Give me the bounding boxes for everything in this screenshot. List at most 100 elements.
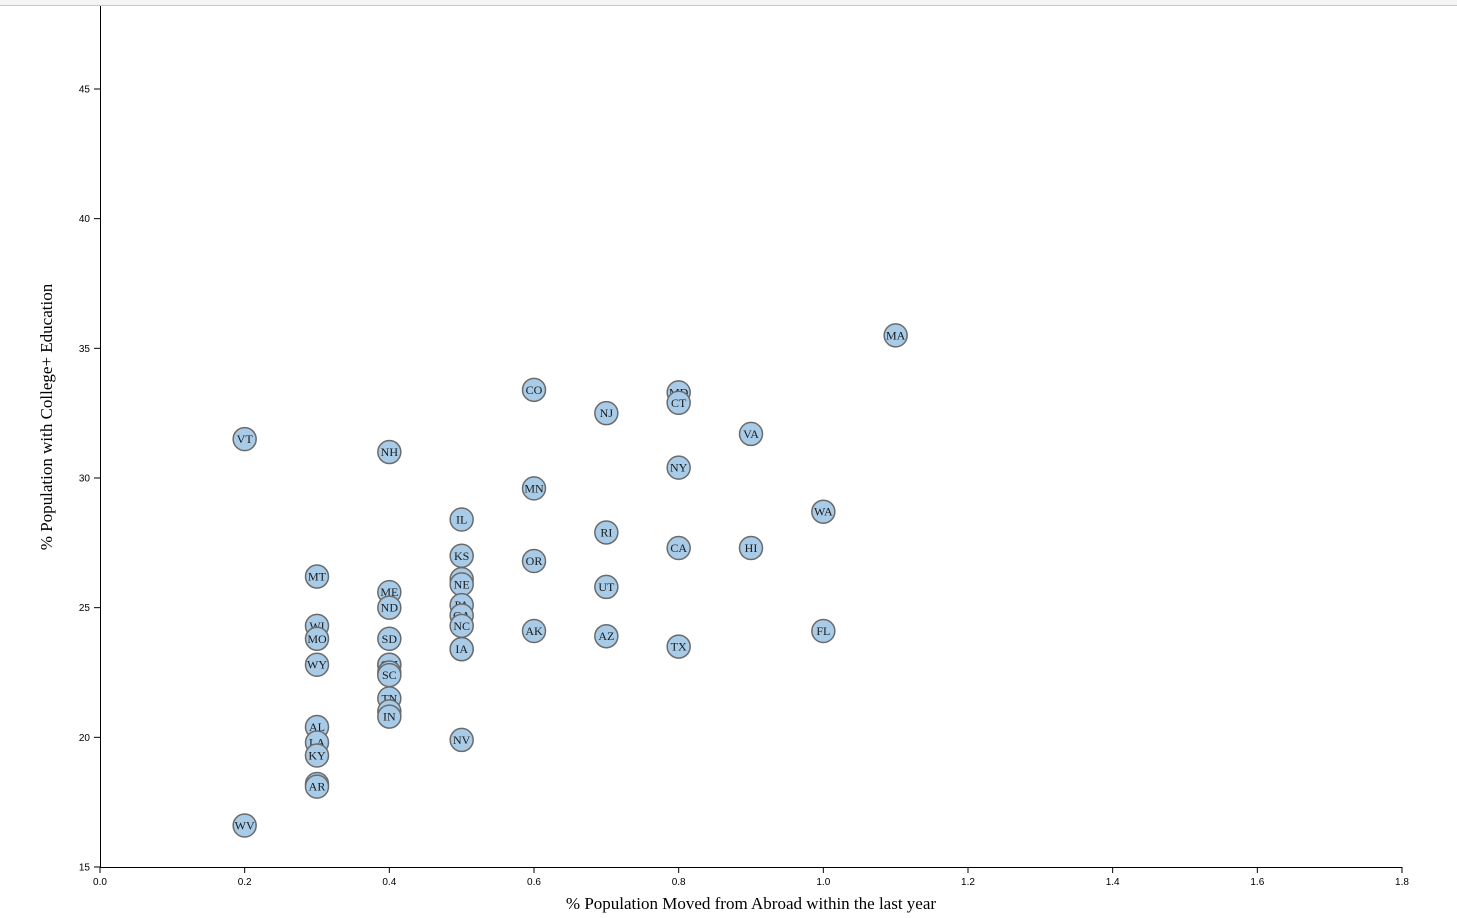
data-point-ma: MA — [883, 323, 908, 348]
data-point-hi: HI — [738, 535, 764, 561]
y-tick-label: 40 — [79, 214, 91, 225]
data-point-marker — [666, 634, 691, 659]
y-tick-label: 20 — [79, 733, 91, 744]
data-point-marker — [738, 421, 764, 447]
data-point-marker — [594, 623, 619, 649]
data-point-sd: SD — [377, 626, 402, 652]
y-tick-label: 25 — [79, 603, 91, 614]
x-tick-label: 1.8 — [1395, 877, 1409, 888]
data-point-label: HI — [745, 541, 758, 555]
data-point-label: SC — [382, 668, 397, 682]
data-point-marker — [811, 618, 836, 644]
data-point-label: SD — [382, 632, 398, 646]
x-tick-label: 0.6 — [527, 877, 541, 888]
data-point-label: ME — [380, 585, 398, 599]
x-tick-label: 1.0 — [816, 877, 830, 888]
x-axis: 0.0 0.2 0.4 0.6 0.8 1.0 1.2 1.4 1.6 1.8 — [93, 867, 1409, 888]
data-point-marker — [594, 520, 619, 545]
data-point-label: AK — [525, 624, 543, 638]
data-point-label: ND — [381, 601, 399, 615]
data-point-ca: CA — [666, 535, 691, 561]
data-point-label: KY — [308, 748, 326, 762]
data-point-label: CO — [526, 383, 543, 397]
data-point-label: KS — [454, 549, 469, 563]
data-point-marker — [521, 618, 547, 644]
data-point-tx: TX — [666, 634, 691, 659]
data-point-mt: MT — [304, 564, 330, 589]
data-point-marker — [521, 548, 547, 574]
data-point-or: OR — [521, 548, 547, 574]
data-point-ct: CT — [666, 390, 691, 416]
data-point-wa: WA — [811, 499, 836, 524]
data-point-marker — [594, 400, 619, 426]
data-point-marker — [377, 595, 402, 620]
data-point-ut: UT — [594, 574, 619, 600]
data-point-label: UT — [598, 580, 615, 594]
data-point-label: AZ — [598, 629, 614, 643]
x-axis-title: % Population Moved from Abroad within th… — [566, 894, 936, 913]
data-point-label: CT — [671, 396, 687, 410]
data-point-label: MN — [524, 481, 544, 495]
data-point-label: IN — [383, 710, 396, 724]
data-point-ia: IA — [449, 636, 474, 662]
data-point-marker — [377, 704, 402, 729]
data-point-co: CO — [521, 377, 547, 403]
x-tick-label: 0.2 — [238, 877, 252, 888]
x-tick-label: 1.2 — [961, 877, 975, 888]
data-point-sc: SC — [377, 662, 402, 688]
data-point-va: VA — [738, 421, 764, 447]
data-point-label: IL — [456, 512, 467, 526]
data-point-label: VT — [237, 432, 254, 446]
data-point-nv: NV — [449, 727, 474, 753]
data-point-label: AR — [309, 780, 326, 794]
data-point-marker — [377, 626, 402, 652]
data-point-marker — [666, 390, 691, 416]
data-point-marker — [666, 535, 691, 561]
x-tick-label: 0.0 — [93, 877, 107, 888]
x-tick-label: 1.4 — [1106, 877, 1120, 888]
data-point-marker — [883, 323, 908, 348]
data-point-nc: NC — [449, 613, 474, 639]
data-point-marker — [304, 743, 330, 768]
x-tick-label: 0.4 — [382, 877, 396, 888]
y-axis: 15 20 25 30 35 40 45 — [79, 6, 101, 874]
data-point-label: CA — [670, 541, 687, 555]
data-point-label: MT — [308, 570, 327, 584]
data-point-label: NE — [454, 577, 470, 591]
data-point-vt: VT — [232, 426, 257, 452]
data-point-marker — [521, 377, 547, 403]
y-tick-label: 15 — [79, 863, 91, 874]
data-point-label: TX — [671, 640, 687, 654]
data-point-marker — [232, 426, 257, 452]
data-point-label: WA — [814, 505, 833, 519]
data-point-marker — [449, 507, 474, 532]
data-point-marker — [304, 564, 330, 589]
data-point-label: RI — [600, 525, 612, 539]
data-point-il: IL — [449, 507, 474, 532]
data-point-mn: MN — [521, 476, 547, 501]
data-point-ri: RI — [594, 520, 619, 545]
data-point-marker — [232, 813, 257, 838]
data-point-label: MA — [886, 328, 906, 342]
data-point-in: IN — [377, 704, 402, 729]
data-point-marker — [449, 636, 474, 662]
data-point-marker — [521, 476, 547, 501]
data-point-label: NV — [453, 733, 471, 747]
data-point-nh: NH — [377, 439, 402, 465]
data-point-nd: ND — [377, 595, 402, 620]
data-point-label: MO — [307, 632, 327, 646]
data-point-marker — [811, 499, 836, 524]
data-point-label: WY — [307, 658, 327, 672]
data-point-marker — [594, 574, 619, 600]
data-point-ne: NE — [449, 572, 474, 597]
data-point-marker — [304, 652, 330, 677]
data-point-label: NY — [670, 461, 688, 475]
data-point-label: AL — [309, 720, 325, 734]
data-point-fl: FL — [811, 618, 836, 644]
y-tick-label: 45 — [79, 84, 91, 95]
data-point-ny: NY — [666, 455, 691, 480]
data-point-ak: AK — [521, 618, 547, 644]
data-point-ky: KY — [304, 743, 330, 768]
data-point-nj: NJ — [594, 400, 619, 426]
